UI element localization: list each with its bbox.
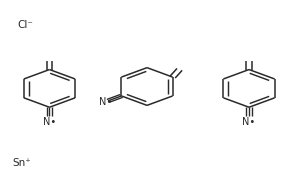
Text: N•: N• (99, 97, 112, 107)
Text: Cl⁻: Cl⁻ (17, 20, 33, 30)
Text: Sn⁺: Sn⁺ (12, 158, 31, 168)
Text: N•: N• (43, 117, 56, 127)
Text: N•: N• (242, 117, 256, 127)
